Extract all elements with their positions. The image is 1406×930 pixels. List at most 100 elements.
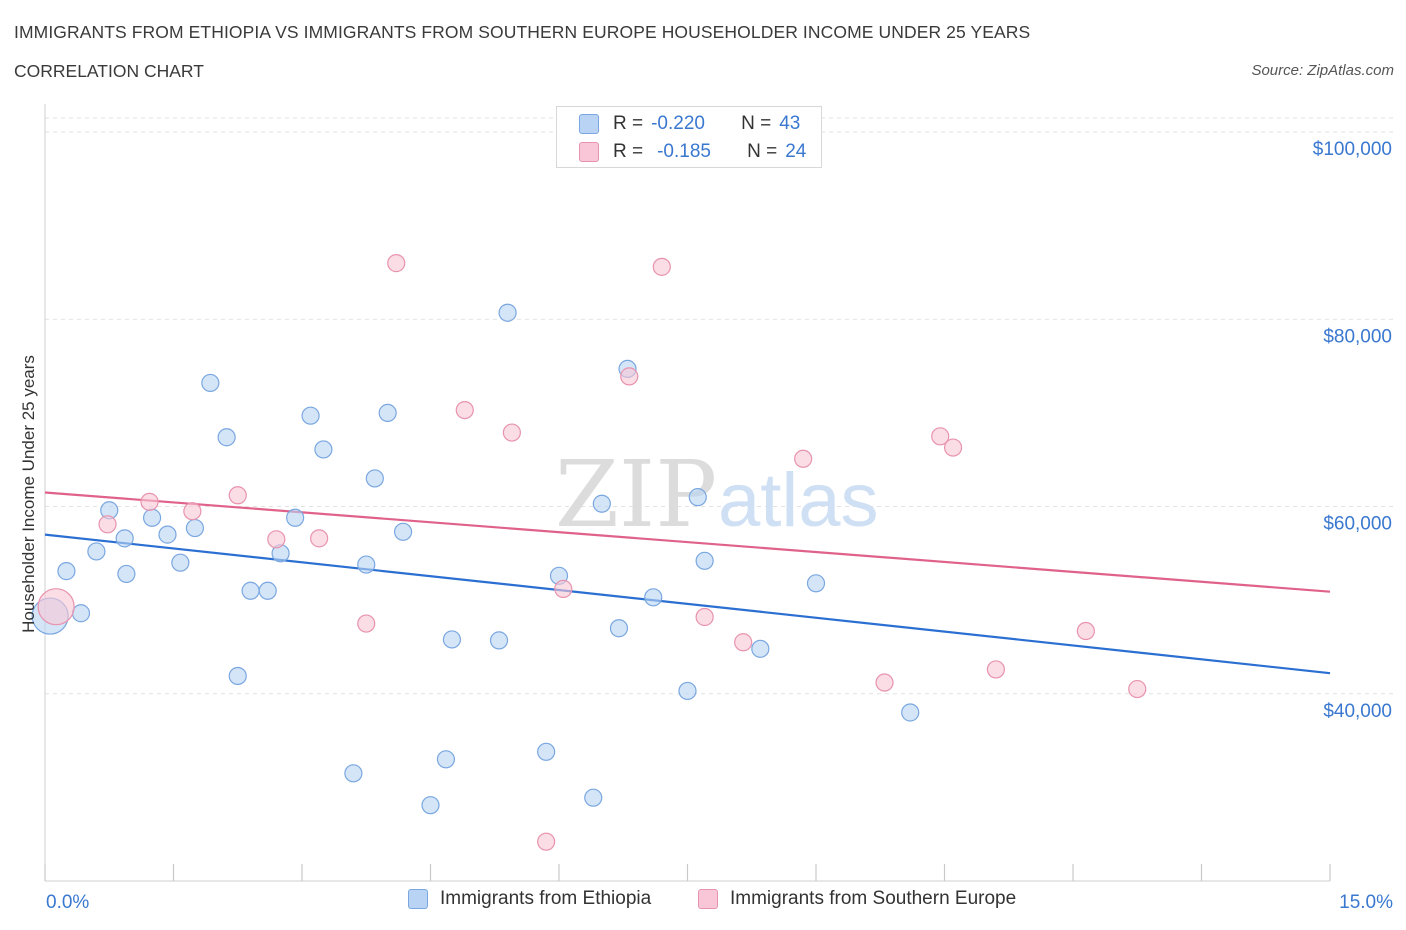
southern-europe-point [267,530,286,549]
ethiopia-point [301,406,320,425]
n-label: N = [747,141,778,162]
southern-europe-point [1128,679,1147,699]
ethiopia-point [421,796,440,815]
ethiopia-point [378,403,397,423]
ethiopia-point [314,440,333,459]
ethiopia-point [217,428,236,447]
legend-item-southern-europe[interactable]: Immigrants from Southern Europe [698,888,1016,910]
southern-europe-point [1076,621,1095,641]
x-tick-label-max: 15.0% [1339,892,1393,913]
southern-europe-point [37,588,75,626]
southern-europe-point [140,492,159,511]
ethiopia-point [365,469,384,488]
ethiopia-point [592,494,611,513]
southern-europe-point [794,449,813,468]
y-tick-label: $100,000 [1313,139,1392,160]
ethiopia-point [751,639,770,658]
stats-row-southern-europe: R = -0.185 N = 24 [579,139,806,165]
blue-swatch-icon [579,114,599,134]
ethiopia-point [393,522,413,541]
chart-subtitle: CORRELATION CHART [14,61,204,81]
southern-europe-point [875,673,894,692]
southern-europe-point [98,515,117,534]
ethiopia-point [158,525,177,544]
southern-europe-trend-line [44,491,1331,593]
southern-europe-point [931,427,950,446]
ethiopia-point [489,631,509,650]
ethiopia-point [241,581,260,600]
ethiopia-point [57,562,76,581]
southern-europe-point [183,502,202,521]
southern-europe-point [695,607,714,627]
southern-europe-point [387,254,406,273]
southern-europe-point [734,633,753,652]
ethiopia-point [286,508,305,527]
n-value: 43 [779,113,801,134]
legend-label: Immigrants from Ethiopia [440,888,652,909]
southern-europe-point [310,529,329,548]
watermark: ZIP atlas [555,441,879,548]
ethiopia-point [584,788,603,807]
blue-swatch-icon [408,889,428,909]
source-label: Source: ZipAtlas.com [1251,62,1394,79]
ethiopia-point [115,529,134,548]
southern-europe-point [554,579,573,599]
ethiopia-point [228,666,247,686]
trend-lines [44,491,1331,675]
pink-swatch-icon [698,889,718,909]
ethiopia-point [678,681,697,701]
ethiopia-point [357,555,376,574]
ethiopia-point [436,750,456,769]
pink-swatch-icon [579,142,599,162]
y-tick-label: $40,000 [1323,701,1392,722]
r-label: R = [613,113,644,134]
y-tick-label: $80,000 [1323,326,1392,347]
ethiopia-point [71,604,91,623]
data-points [31,254,1147,851]
ethiopia-point [498,303,517,322]
southern-europe-point [455,400,474,420]
n-value: 24 [785,141,807,162]
southern-europe-point [228,486,247,505]
r-value: -0.185 [657,141,711,162]
ethiopia-point [806,574,826,593]
ethiopia-point [171,553,190,572]
ethiopia-point [117,564,136,584]
ethiopia-point [695,551,714,570]
stats-box: R = -0.220 N = 43 R = -0.185 N = 24 [556,106,822,168]
stats-row-ethiopia: R = -0.220 N = 43 [579,111,800,137]
tick-labels: $40,000 $60,000 $80,000 $100,000 0.0% 15.0% [46,139,1393,913]
y-tick-label: $60,000 [1323,514,1392,535]
ethiopia-point [609,619,629,638]
watermark-atlas: atlas [718,458,879,543]
ethiopia-point [442,630,462,649]
ethiopia-point [901,703,920,722]
ethiopia-point [258,581,277,600]
legend-item-ethiopia[interactable]: Immigrants from Ethiopia [408,888,651,910]
southern-europe-point [652,257,671,276]
ethiopia-point [87,542,106,561]
ethiopia-point [688,488,707,507]
x-tick-label-min: 0.0% [46,892,89,913]
southern-europe-point [943,438,963,457]
ethiopia-point [537,742,556,761]
southern-europe-point [357,614,376,633]
ethiopia-point [142,508,162,527]
ethiopia-trend-line [44,533,1331,675]
legend: Immigrants from Ethiopia Immigrants from… [0,888,1406,918]
ethiopia-point [185,518,205,538]
southern-europe-point [620,367,639,386]
legend-label: Immigrants from Southern Europe [730,888,1017,909]
n-label: N = [741,113,772,134]
chart-title: IMMIGRANTS FROM ETHIOPIA VS IMMIGRANTS F… [14,22,1031,42]
r-label: R = [613,141,644,162]
southern-europe-point [502,423,521,442]
southern-europe-point [986,660,1006,679]
ethiopia-point [344,764,363,783]
r-value: -0.220 [651,113,705,134]
southern-europe-point [537,832,556,851]
ethiopia-point [644,588,663,607]
ethiopia-point [201,373,220,393]
y-axis-label: Householder Income Under 25 years [19,355,38,633]
